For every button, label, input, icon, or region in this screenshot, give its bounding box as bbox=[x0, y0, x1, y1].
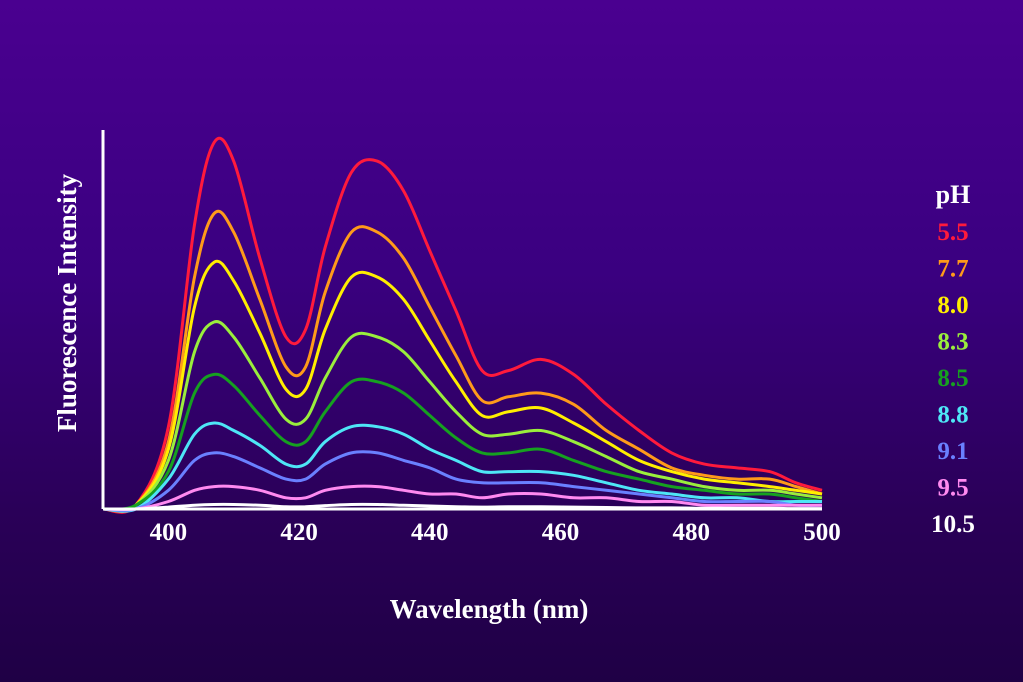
legend-entry-ph-7-7: 7.7 bbox=[937, 256, 968, 283]
series-layer bbox=[102, 136, 823, 514]
x-tick-label: 480 bbox=[673, 519, 711, 546]
series-line-ph-8-0 bbox=[102, 259, 823, 513]
series-line-ph-9-1 bbox=[102, 450, 823, 512]
legend-entry-ph-8-0: 8.0 bbox=[937, 292, 968, 319]
series-line-ph-9-5 bbox=[102, 484, 822, 512]
legend-title: pH bbox=[936, 180, 971, 209]
legend: pH 5.5 7.7 8.0 8.3 8.5 8.8 9.1 9.5 10.5 bbox=[931, 180, 975, 538]
series-line-ph-8-3 bbox=[102, 320, 823, 512]
legend-entry-ph-8-5: 8.5 bbox=[937, 365, 968, 392]
series-line-ph-5-5 bbox=[102, 136, 823, 514]
series-line-ph-8-5 bbox=[102, 372, 823, 511]
x-tick-label: 440 bbox=[411, 519, 449, 546]
x-tick-labels: 400 420 440 460 480 500 bbox=[150, 519, 841, 546]
legend-entry-ph-8-8: 8.8 bbox=[937, 402, 968, 429]
series-line-ph-7-7 bbox=[102, 209, 823, 513]
x-tick-label: 420 bbox=[280, 519, 318, 546]
legend-entry-ph-9-5: 9.5 bbox=[937, 475, 968, 502]
x-axis-title: Wavelength (nm) bbox=[390, 594, 589, 624]
legend-entry-ph-8-3: 8.3 bbox=[937, 329, 968, 356]
x-tick-label: 460 bbox=[542, 519, 580, 546]
legend-entry-ph-10-5: 10.5 bbox=[931, 511, 975, 538]
legend-entry-ph-9-1: 9.1 bbox=[937, 438, 968, 465]
legend-entry-ph-5-5: 5.5 bbox=[937, 219, 968, 246]
y-axis-title: Fluorescence Intensity bbox=[52, 173, 82, 432]
x-tick-label: 500 bbox=[803, 519, 841, 546]
x-tick-label: 400 bbox=[150, 519, 188, 546]
series-line-ph-8-8 bbox=[102, 421, 822, 513]
